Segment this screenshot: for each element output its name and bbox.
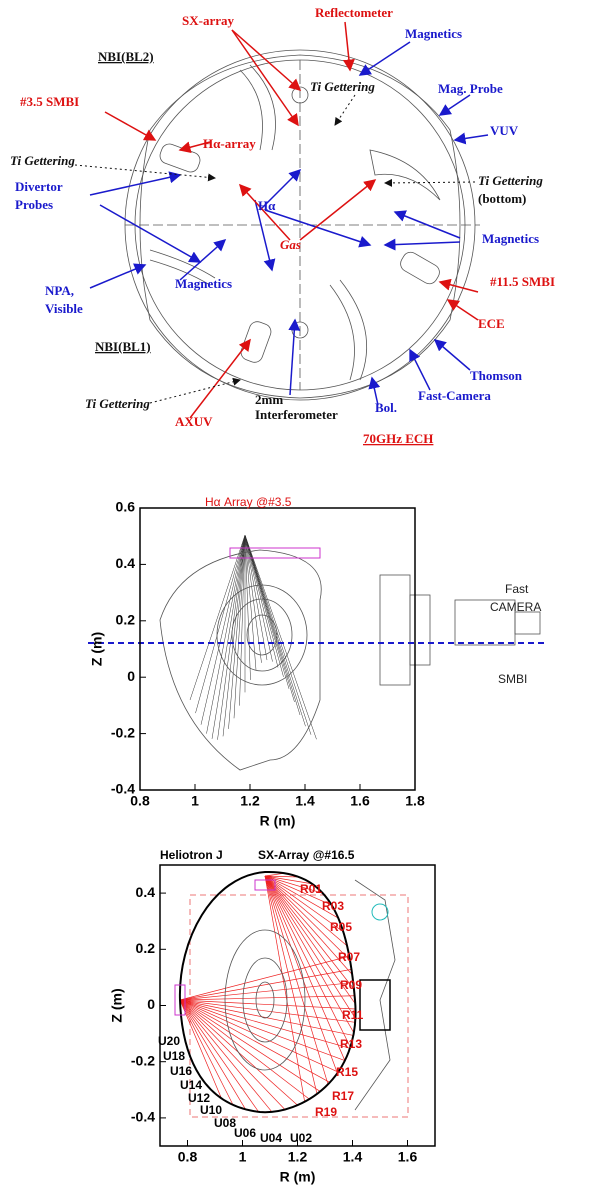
top-label: Thomson: [470, 368, 523, 383]
sightline: [245, 535, 300, 715]
top-label: Interferometer: [255, 407, 338, 422]
sightline: [245, 535, 317, 739]
x-tick-label: 1: [191, 793, 199, 809]
y-axis-label: Z (m): [109, 988, 125, 1022]
x-axis-label: R (m): [280, 1169, 316, 1185]
r-channel: R07: [338, 950, 360, 964]
sightline: [180, 969, 351, 1000]
top-label: Reflectometer: [315, 5, 393, 20]
annotation: SMBI: [498, 672, 527, 686]
y-tick-label: 0.2: [136, 940, 156, 956]
y-tick-label: -0.4: [111, 781, 135, 797]
top-label: #3.5 SMBI: [20, 94, 79, 109]
x-tick-label: 1.4: [343, 1149, 363, 1165]
top-label: Fast-Camera: [418, 388, 491, 403]
top-label: Ti Gettering: [478, 173, 543, 188]
top-label: SX-array: [182, 13, 234, 28]
top-label: NBI(BL2): [98, 49, 154, 64]
page: SX-array Reflectometer Magnetics NBI(BL2) Ti…: [0, 0, 608, 1196]
top-label: Ti Gettering: [85, 396, 150, 411]
y-tick-label: 0: [127, 668, 135, 684]
r-channel: R15: [336, 1065, 358, 1079]
top-label: Bol.: [375, 400, 397, 415]
top-label: Magnetics: [175, 276, 232, 291]
x-tick-label: 1.2: [288, 1149, 308, 1165]
top-label: (bottom): [478, 191, 526, 206]
y-tick-label: -0.2: [111, 724, 135, 740]
ha-array-drawing: [88, 535, 545, 770]
top-label: #11.5 SMBI: [490, 274, 555, 289]
sightline: [218, 535, 246, 740]
x-tick-label: 1.4: [295, 793, 315, 809]
top-label: Gas: [280, 237, 301, 252]
panel-title: Heliotron J: [160, 848, 223, 862]
top-label: Ti Gettering: [10, 153, 75, 168]
top-label: Ti Gettering: [310, 79, 375, 94]
top-label: Divertor: [15, 179, 63, 194]
y-tick-label: 0.4: [136, 884, 156, 900]
top-label: ECE: [478, 316, 505, 331]
top-label: Magnetics: [482, 231, 539, 246]
y-tick-label: 0: [147, 996, 155, 1012]
top-label: Hα: [258, 198, 276, 213]
sightline: [180, 1000, 330, 1082]
top-label: Probes: [15, 197, 53, 212]
r-channel: R01: [300, 882, 322, 896]
u-channel: U14: [180, 1078, 202, 1092]
r-channel: R03: [322, 899, 344, 913]
y-tick-label: 0.2: [116, 612, 136, 628]
sightline: [180, 996, 355, 1000]
r-channel: R19: [315, 1105, 337, 1119]
u-channel: U16: [170, 1064, 192, 1078]
x-tick-label: 1.6: [398, 1149, 418, 1165]
x-tick-label: 1: [239, 1149, 247, 1165]
u-channel: U08: [214, 1116, 236, 1130]
sightline: [201, 535, 245, 725]
top-label: 70GHz ECH: [363, 431, 433, 446]
annotation: Fast: [505, 582, 529, 596]
y-tick-label: -0.4: [131, 1109, 155, 1125]
r-channel: R17: [332, 1089, 354, 1103]
x-tick-label: 1.2: [240, 793, 260, 809]
panel-subtitle: SX-Array @#16.5: [258, 848, 355, 862]
top-label: Visible: [45, 301, 83, 316]
r-channel: R09: [340, 978, 362, 992]
top-label: VUV: [490, 123, 519, 138]
top-label: Hα-array: [203, 136, 256, 151]
top-label: 2mm: [255, 392, 283, 407]
u-channel: U10: [200, 1103, 222, 1117]
top-label: Magnetics: [405, 26, 462, 41]
u-channel: U06: [234, 1126, 256, 1140]
panel-title: Hα Array @#3.5: [205, 495, 292, 509]
y-tick-label: 0.4: [116, 555, 136, 571]
y-tick-label: 0.6: [116, 499, 136, 515]
u-channel: U02: [290, 1131, 312, 1145]
sightline: [245, 535, 311, 735]
y-axis-label: Z (m): [89, 632, 105, 666]
y-tick-label: -0.2: [131, 1052, 155, 1068]
r-channel: R13: [340, 1037, 362, 1051]
x-tick-label: 1.8: [405, 793, 425, 809]
u-channel: U18: [163, 1049, 185, 1063]
sightline: [245, 535, 306, 726]
r-channel: R05: [330, 920, 352, 934]
sx-array-drawing: [175, 872, 408, 1117]
r-channel: R11: [342, 1008, 364, 1022]
annotation: CAMERA: [490, 600, 541, 614]
sightline: [180, 983, 353, 1000]
top-label: NBI(BL1): [95, 339, 151, 354]
x-tick-label: 1.6: [350, 793, 370, 809]
x-axis-label: R (m): [260, 813, 296, 829]
x-tick-label: 0.8: [178, 1149, 198, 1165]
u-channel: U04: [260, 1131, 282, 1145]
top-label: Mag. Probe: [438, 81, 503, 96]
u-channel: U20: [158, 1034, 180, 1048]
top-label: NPA,: [45, 283, 74, 298]
top-label: AXUV: [175, 414, 213, 429]
machine-drawing: [75, 22, 488, 418]
